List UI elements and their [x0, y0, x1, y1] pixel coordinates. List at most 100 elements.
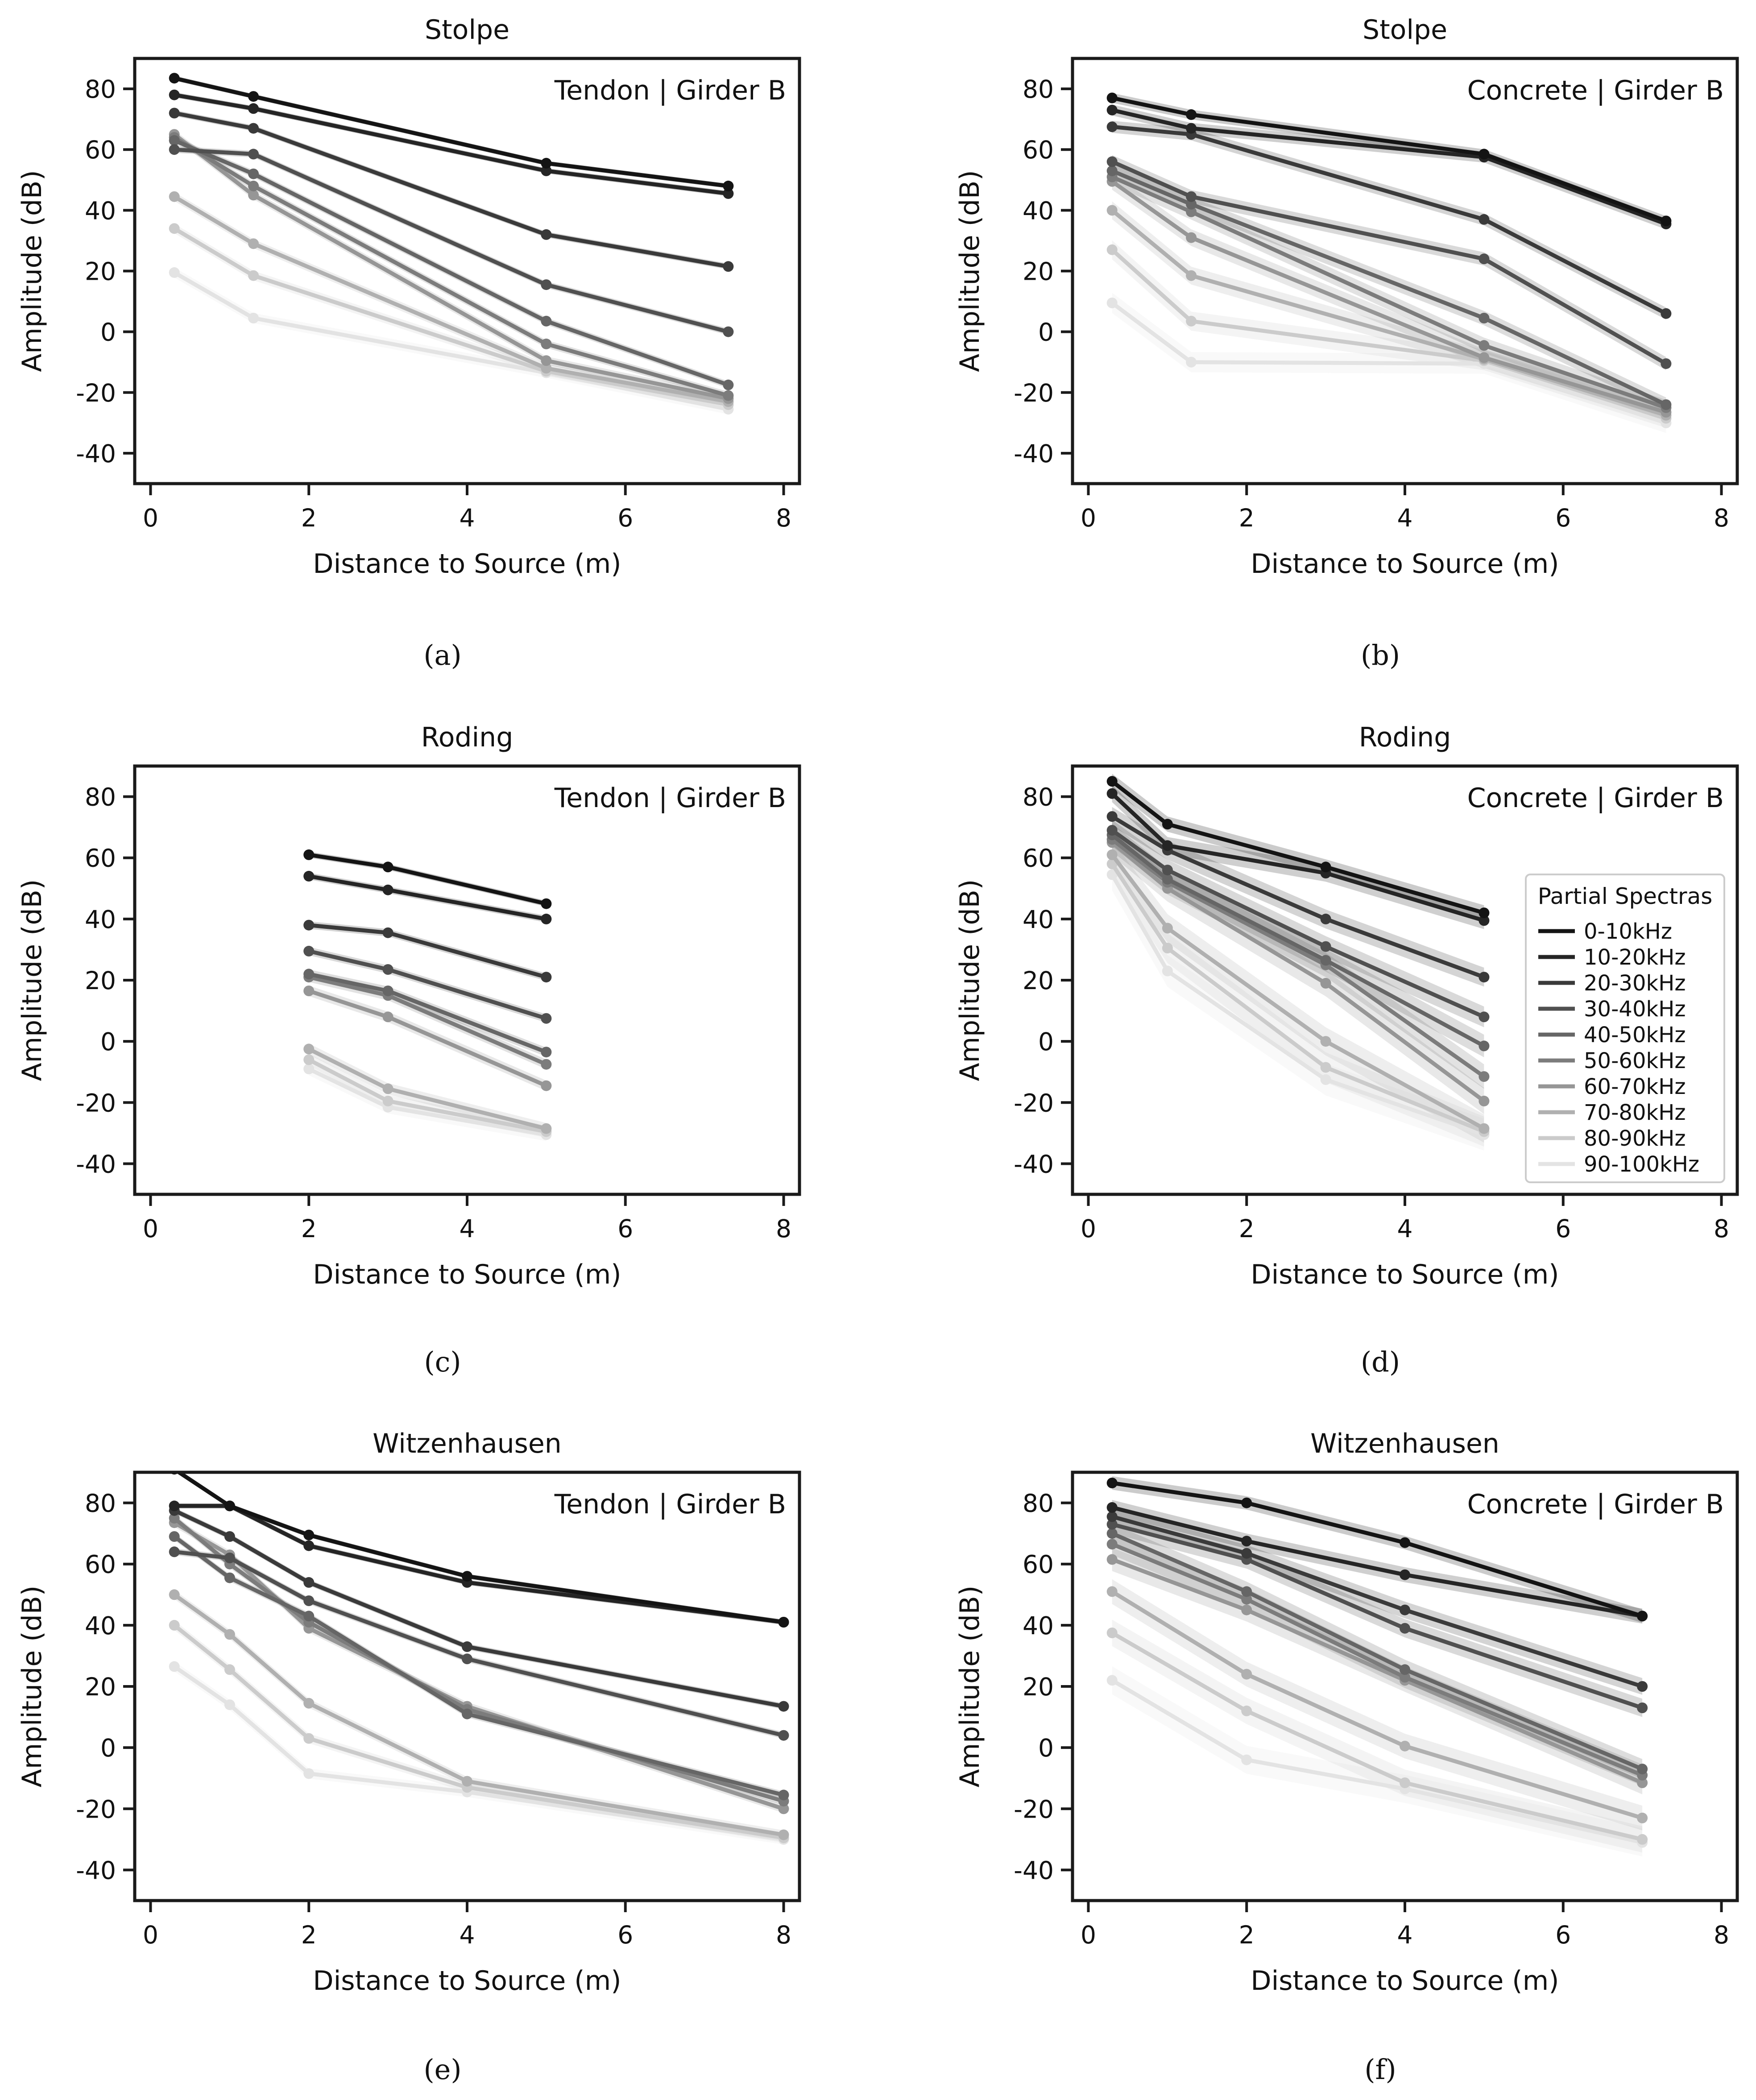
data-point-30-40kHz: [1637, 1702, 1648, 1713]
data-point-50-60kHz: [541, 1059, 552, 1070]
y-tick-label: 0: [100, 1027, 116, 1056]
panel-annotation: Concrete | Girder B: [1467, 75, 1724, 106]
series-line-10-20kHz: [172, 93, 730, 196]
data-point-10-20kHz: [1186, 123, 1197, 134]
y-tick-label: 80: [85, 1489, 116, 1518]
data-point-50-60kHz: [1241, 1594, 1252, 1605]
x-tick-label: 0: [143, 504, 158, 532]
y-tick-label: 60: [85, 136, 116, 164]
y-tick-label: 40: [85, 1611, 116, 1640]
data-point-70-80kHz: [303, 1698, 315, 1709]
y-tick-label: -40: [1014, 439, 1054, 468]
x-tick-label: 2: [301, 504, 317, 532]
data-point-90-100kHz: [303, 1768, 315, 1779]
y-tick-label: 20: [1023, 966, 1054, 995]
x-tick-label: 8: [1714, 504, 1729, 532]
data-point-20-30kHz: [723, 261, 734, 272]
series-line-90-100kHz: [172, 270, 730, 411]
series-line-0-10kHz: [1110, 779, 1486, 915]
data-point-70-80kHz: [382, 1083, 393, 1094]
data-point-70-80kHz: [1162, 923, 1173, 934]
data-point-30-40kHz: [1186, 191, 1197, 202]
x-tick-label: 8: [776, 504, 791, 532]
y-tick-label: 60: [1023, 844, 1054, 873]
data-point-20-30kHz: [303, 920, 315, 931]
plot-area: [169, 73, 734, 415]
data-point-90-100kHz: [248, 313, 259, 323]
data-point-60-70kHz: [1479, 352, 1490, 363]
y-axis-label: Amplitude (dB): [954, 1586, 986, 1788]
data-point-90-100kHz: [303, 1063, 315, 1074]
y-tick-label: 80: [1023, 783, 1054, 812]
data-point-30-40kHz: [224, 1553, 235, 1563]
data-point-90-100kHz: [1106, 1675, 1118, 1686]
data-point-10-20kHz: [1106, 104, 1118, 116]
series-line-80-90kHz: [1110, 248, 1668, 421]
series-line-40-50kHz: [1110, 833, 1486, 1048]
data-point-40-50kHz: [1241, 1586, 1252, 1597]
x-tick-label: 8: [776, 1921, 791, 1949]
plot-area: [303, 849, 552, 1141]
data-point-30-40kHz: [1106, 1519, 1118, 1530]
y-tick-label: -40: [76, 1856, 116, 1885]
data-point-40-50kHz: [248, 168, 259, 179]
data-point-80-90kHz: [1400, 1777, 1410, 1788]
data-point-20-30kHz: [1479, 972, 1490, 983]
data-point-0-10kHz: [1106, 92, 1118, 104]
x-tick-label: 6: [617, 1921, 633, 1949]
legend: Partial Spectras 0-10kHz10-20kHz20-30kHz3…: [1525, 874, 1725, 1183]
data-point-80-90kHz: [1106, 1628, 1118, 1638]
plot-area: [1106, 774, 1490, 1151]
data-point-90-100kHz: [169, 267, 180, 278]
x-tick-label: 2: [1239, 1921, 1255, 1949]
data-point-30-40kHz: [248, 149, 259, 160]
y-tick-label: 40: [85, 196, 116, 225]
plot-area: [1106, 92, 1672, 433]
data-point-40-50kHz: [1106, 1528, 1118, 1539]
data-point-70-80kHz: [1106, 849, 1118, 860]
y-tick-label: -20: [1014, 1795, 1054, 1823]
data-point-60-70kHz: [248, 190, 259, 201]
y-tick-label: 20: [85, 966, 116, 995]
data-point-80-90kHz: [1320, 1062, 1331, 1073]
legend-label: 60-70kHz: [1584, 1074, 1686, 1099]
data-point-60-70kHz: [1241, 1604, 1252, 1615]
data-point-60-70kHz: [541, 355, 552, 366]
panel-annotation: Tendon | Girder B: [554, 75, 786, 106]
plot-area: [1106, 1476, 1648, 1857]
data-point-70-80kHz: [248, 238, 259, 249]
y-tick-label: -40: [76, 439, 116, 468]
data-point-40-50kHz: [1661, 399, 1672, 410]
data-point-50-60kHz: [1479, 340, 1490, 351]
legend-label: 0-10kHz: [1584, 919, 1672, 944]
y-tick-label: 80: [1023, 1489, 1054, 1518]
y-axis-label: Amplitude (dB): [17, 170, 48, 372]
data-point-10-20kHz: [723, 188, 734, 199]
data-point-30-40kHz: [723, 326, 734, 337]
series-line-50-60kHz: [172, 135, 730, 398]
data-point-70-80kHz: [1479, 1123, 1490, 1134]
series-line-80-90kHz: [1110, 862, 1486, 1134]
data-point-30-40kHz: [1400, 1623, 1410, 1634]
data-point-30-40kHz: [1661, 358, 1672, 369]
data-point-10-20kHz: [169, 1500, 180, 1512]
data-point-30-40kHz: [1106, 825, 1118, 836]
data-point-20-30kHz: [1479, 214, 1490, 225]
data-point-60-70kHz: [778, 1803, 789, 1814]
data-point-70-80kHz: [1186, 270, 1197, 281]
series-line-60-70kHz: [172, 132, 730, 401]
legend-label: 80-90kHz: [1584, 1126, 1686, 1151]
x-tick-label: 4: [460, 504, 475, 532]
legend-label: 20-30kHz: [1584, 971, 1686, 996]
data-point-60-70kHz: [1106, 1554, 1118, 1565]
data-point-0-10kHz: [541, 898, 552, 909]
data-point-80-90kHz: [1637, 1834, 1648, 1845]
y-tick-label: 20: [85, 1673, 116, 1701]
panel-c: -40 -20 0 20 40 60 80 0 2 4 6 8 Distance to Source (…: [17, 722, 801, 1378]
data-point-20-30kHz: [1241, 1548, 1252, 1559]
data-point-90-100kHz: [1162, 965, 1173, 977]
series-line-10-20kHz: [1110, 791, 1486, 923]
series-line-50-60kHz: [1110, 837, 1486, 1079]
band-0-10kHz: [1112, 93, 1666, 226]
panel-title: Stolpe: [425, 14, 509, 46]
